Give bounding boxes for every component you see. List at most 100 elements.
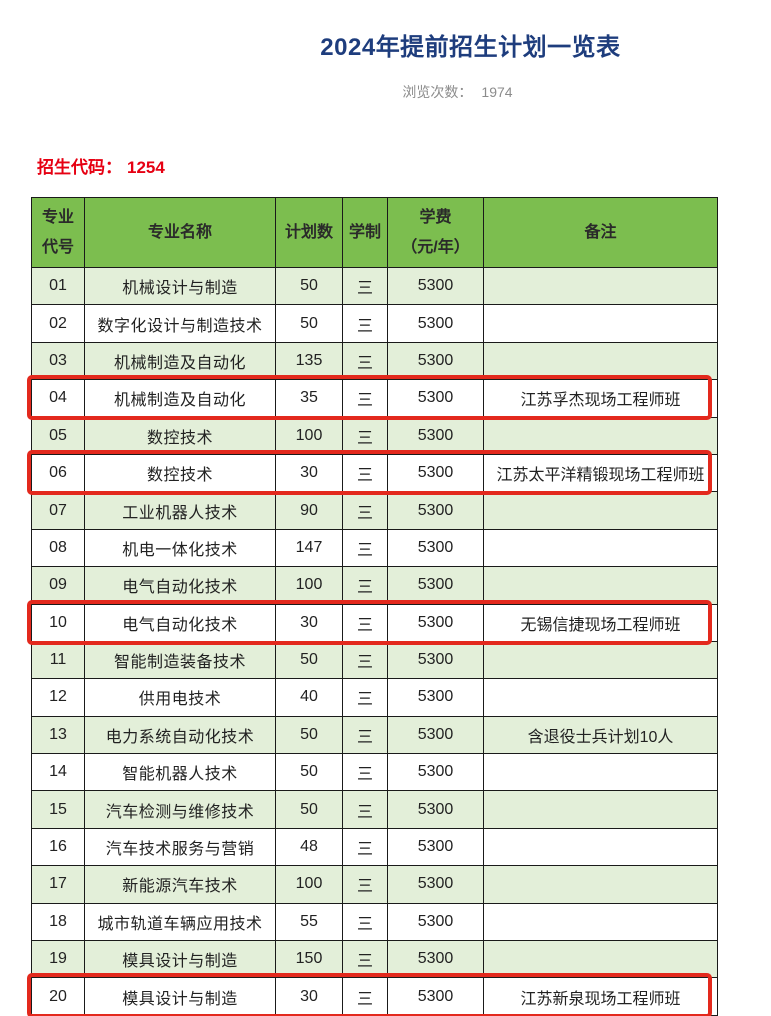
cell-major-name: 机械设计与制造 [84, 266, 276, 306]
table-row: 01 机械设计与制造 50 三 5300 [31, 266, 718, 306]
cell-major-code: 15 [31, 790, 85, 829]
header-major-name: 专业名称 [84, 197, 276, 268]
cell-tuition: 5300 [387, 266, 484, 306]
cell-tuition: 5300 [387, 902, 484, 942]
header-duration: 学制 [342, 197, 388, 268]
table-row: 06 数控技术 30 三 5300 江苏太平洋精锻现场工程师班 [31, 453, 718, 493]
cell-plan-count: 55 [275, 902, 343, 942]
cell-major-code: 02 [31, 304, 85, 343]
cell-plan-count: 30 [275, 603, 343, 642]
table-row: 18 城市轨道车辆应用技术 55 三 5300 [31, 902, 718, 942]
views-counter: 浏览次数： 1974 [72, 82, 771, 102]
cell-major-name: 数控技术 [84, 416, 276, 455]
cell-major-code: 08 [31, 528, 85, 568]
cell-major-code: 16 [31, 827, 85, 867]
cell-major-name: 电气自动化技术 [84, 603, 276, 642]
cell-major-code: 06 [31, 453, 85, 493]
cell-remark [483, 491, 718, 530]
cell-duration: 三 [342, 453, 388, 493]
cell-plan-count: 30 [275, 977, 343, 1016]
table-row: 15 汽车检测与维修技术 50 三 5300 [31, 790, 718, 829]
table-row: 07 工业机器人技术 90 三 5300 [31, 491, 718, 530]
table-row: 02 数字化设计与制造技术 50 三 5300 [31, 304, 718, 343]
cell-plan-count: 50 [275, 266, 343, 306]
cell-duration: 三 [342, 940, 388, 979]
table-row: 17 新能源汽车技术 100 三 5300 [31, 865, 718, 904]
cell-duration: 三 [342, 977, 388, 1016]
cell-tuition: 5300 [387, 566, 484, 605]
cell-duration: 三 [342, 341, 388, 381]
cell-remark [483, 416, 718, 455]
cell-plan-count: 50 [275, 304, 343, 343]
cell-major-code: 09 [31, 566, 85, 605]
table-row: 03 机械制造及自动化 135 三 5300 [31, 341, 718, 381]
header-remark: 备注 [483, 197, 718, 268]
cell-major-name: 新能源汽车技术 [84, 865, 276, 904]
admissions-table-container: 专业 代号 专业名称 计划数 学制 学费 （元/年） 备注 01 机械设计与制造 50 三 530… [27, 197, 718, 1016]
table-row: 08 机电一体化技术 147 三 5300 [31, 528, 718, 568]
cell-tuition: 5300 [387, 341, 484, 381]
cell-major-name: 机械制造及自动化 [84, 341, 276, 381]
cell-major-name: 数控技术 [84, 453, 276, 493]
table-row: 04 机械制造及自动化 35 三 5300 江苏孚杰现场工程师班 [31, 379, 718, 418]
cell-tuition: 5300 [387, 603, 484, 642]
table-row: 10 电气自动化技术 30 三 5300 无锡信捷现场工程师班 [31, 603, 718, 642]
table-row: 19 模具设计与制造 150 三 5300 [31, 940, 718, 979]
cell-duration: 三 [342, 528, 388, 568]
table-header-row: 专业 代号 专业名称 计划数 学制 学费 （元/年） 备注 [31, 197, 718, 268]
cell-major-code: 01 [31, 266, 85, 306]
cell-major-name: 模具设计与制造 [84, 940, 276, 979]
cell-tuition: 5300 [387, 304, 484, 343]
cell-tuition: 5300 [387, 640, 484, 680]
cell-plan-count: 150 [275, 940, 343, 979]
cell-remark [483, 566, 718, 605]
cell-major-code: 07 [31, 491, 85, 530]
cell-tuition: 5300 [387, 678, 484, 717]
cell-major-code: 05 [31, 416, 85, 455]
cell-remark [483, 266, 718, 306]
cell-plan-count: 50 [275, 790, 343, 829]
table-row: 20 模具设计与制造 30 三 5300 江苏新泉现场工程师班 [31, 977, 718, 1016]
cell-major-name: 智能制造装备技术 [84, 640, 276, 680]
cell-remark [483, 678, 718, 717]
cell-major-name: 数字化设计与制造技术 [84, 304, 276, 343]
cell-major-name: 模具设计与制造 [84, 977, 276, 1016]
cell-major-name: 电力系统自动化技术 [84, 715, 276, 755]
cell-major-name: 电气自动化技术 [84, 566, 276, 605]
cell-major-code: 03 [31, 341, 85, 381]
cell-major-code: 17 [31, 865, 85, 904]
cell-remark [483, 940, 718, 979]
admission-code-label: 招生代码： [37, 158, 122, 177]
table-row: 16 汽车技术服务与营销 48 三 5300 [31, 827, 718, 867]
cell-duration: 三 [342, 715, 388, 755]
cell-plan-count: 50 [275, 715, 343, 755]
cell-major-code: 04 [31, 379, 85, 418]
table-row: 09 电气自动化技术 100 三 5300 [31, 566, 718, 605]
table-body: 01 机械设计与制造 50 三 5300 02 数字化设计与制造技术 50 三 5300 03 机械制… [31, 266, 718, 1016]
cell-duration: 三 [342, 304, 388, 343]
cell-tuition: 5300 [387, 528, 484, 568]
header-major-code: 专业 代号 [31, 197, 85, 268]
admissions-table: 专业 代号 专业名称 计划数 学制 学费 （元/年） 备注 01 机械设计与制造 50 三 530… [31, 197, 718, 1016]
cell-plan-count: 147 [275, 528, 343, 568]
cell-plan-count: 35 [275, 379, 343, 418]
cell-tuition: 5300 [387, 827, 484, 867]
cell-major-code: 14 [31, 753, 85, 792]
cell-remark [483, 341, 718, 381]
cell-tuition: 5300 [387, 453, 484, 493]
cell-tuition: 5300 [387, 940, 484, 979]
table-row: 11 智能制造装备技术 50 三 5300 [31, 640, 718, 680]
cell-tuition: 5300 [387, 865, 484, 904]
cell-plan-count: 100 [275, 865, 343, 904]
cell-major-name: 工业机器人技术 [84, 491, 276, 530]
table-row: 13 电力系统自动化技术 50 三 5300 含退役士兵计划10人 [31, 715, 718, 755]
cell-major-code: 20 [31, 977, 85, 1016]
cell-duration: 三 [342, 566, 388, 605]
cell-major-name: 汽车技术服务与营销 [84, 827, 276, 867]
cell-tuition: 5300 [387, 491, 484, 530]
cell-major-code: 10 [31, 603, 85, 642]
header-tuition: 学费 （元/年） [387, 197, 484, 268]
cell-major-name: 机电一体化技术 [84, 528, 276, 568]
cell-duration: 三 [342, 603, 388, 642]
